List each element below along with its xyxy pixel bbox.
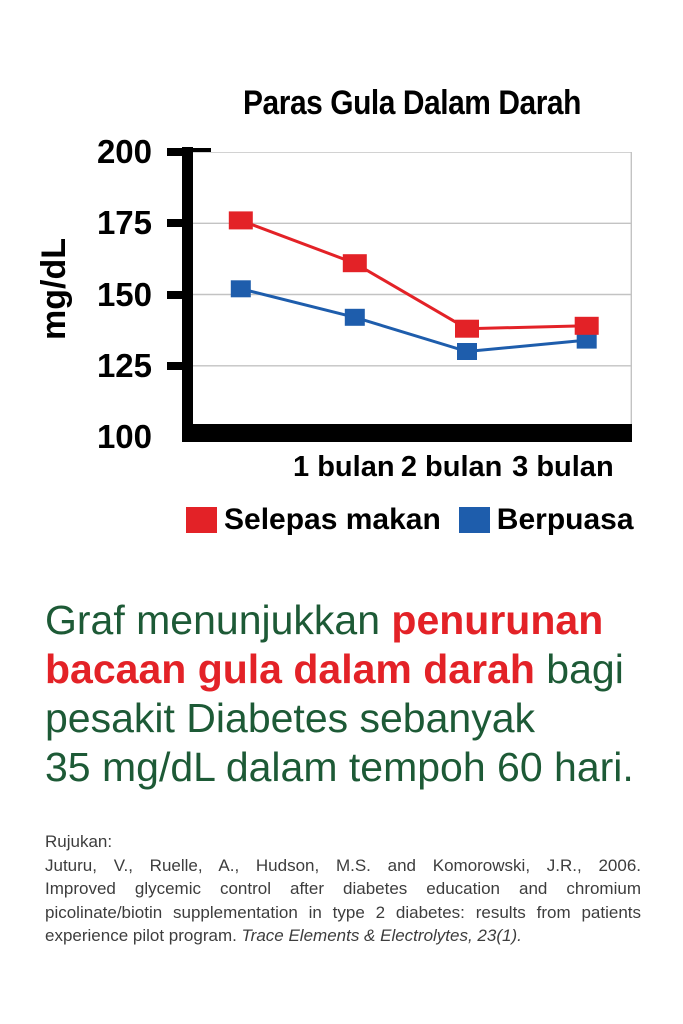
y-axis-line bbox=[182, 147, 193, 437]
text-line: pesakit Diabetes sebanyak bbox=[45, 694, 655, 743]
y-tick-label-125: 125 bbox=[96, 346, 152, 384]
text-segment: Trace Elements & Electrolytes, 23(1). bbox=[241, 926, 522, 945]
series-marker-0 bbox=[228, 211, 253, 230]
legend-label-selepas-makan: Selepas makan bbox=[224, 503, 441, 536]
text-segment: Juturu, V., Ruelle, A., Hudson, M.S. and… bbox=[45, 855, 641, 875]
text-segment: 35 mg/dL dalam tempoh 60 hari. bbox=[45, 744, 634, 790]
plot-area bbox=[192, 152, 632, 437]
text-line: experience pilot program. Trace Elements… bbox=[45, 924, 641, 948]
series-marker-0 bbox=[342, 254, 367, 273]
text-segment: pesakit Diabetes sebanyak bbox=[45, 695, 536, 741]
y-tick-label-150: 150 bbox=[96, 275, 152, 313]
text-segment: bacaan gula dalam darah bbox=[45, 646, 535, 692]
text-segment: bagi bbox=[534, 646, 624, 692]
chart-title-text: Paras Gula Dalam Darah bbox=[243, 84, 581, 122]
text-line: 35 mg/dL dalam tempoh 60 hari. bbox=[45, 743, 655, 792]
text-segment: experience pilot program. bbox=[45, 926, 242, 945]
reference-label: Rujukan: bbox=[45, 832, 113, 851]
legend-swatch-selepas-makan bbox=[186, 507, 217, 533]
series-marker-1 bbox=[576, 331, 597, 349]
y-tick-label-175: 175 bbox=[96, 204, 152, 242]
text-line: bacaan gula dalam darah bagi bbox=[45, 645, 655, 694]
text-line: Juturu, V., Ruelle, A., Hudson, M.S. and… bbox=[45, 854, 641, 878]
series-marker-1 bbox=[457, 343, 477, 360]
y-tick-label-200: 200 bbox=[96, 133, 152, 170]
reference: Rujukan: Juturu, V., Ruelle, A., Hudson,… bbox=[45, 830, 641, 948]
series-line-1 bbox=[240, 287, 587, 354]
chart-title: Paras Gula Dalam Darah bbox=[192, 82, 632, 124]
text-segment: Improved glycemic control after diabetes… bbox=[45, 879, 641, 898]
caption: Graf menunjukkan penurunan bacaan gula da… bbox=[45, 596, 655, 792]
text-segment: picolinate/biotin supplementation in typ… bbox=[45, 902, 641, 922]
series-marker-1 bbox=[230, 280, 251, 298]
series-line-0 bbox=[240, 218, 587, 331]
text-segment: Graf menunjukkan bbox=[45, 597, 392, 643]
x-axis-label-3: 3 bulan bbox=[512, 451, 614, 483]
text-line: picolinate/biotin supplementation in typ… bbox=[45, 901, 641, 925]
chart-legend: Selepas makan Berpuasa bbox=[186, 503, 652, 537]
legend-label-berpuasa: Berpuasa bbox=[496, 503, 634, 536]
reference-body: Juturu, V., Ruelle, A., Hudson, M.S. and… bbox=[45, 854, 641, 948]
y-tick-label-100: 100 bbox=[96, 418, 152, 455]
text-line: Graf menunjukkan penurunan bbox=[45, 596, 655, 645]
series-marker-0 bbox=[574, 316, 599, 335]
x-axis-label-2: 2 bulan bbox=[400, 451, 503, 483]
text-line: Improved glycemic control after diabetes… bbox=[45, 877, 641, 901]
series-marker-0 bbox=[455, 319, 479, 338]
text-segment: penurunan bbox=[391, 597, 604, 643]
legend-swatch-berpuasa bbox=[458, 507, 490, 533]
x-axis-line bbox=[182, 424, 632, 442]
series-marker-1 bbox=[344, 308, 365, 326]
x-axis-label-1: 1 bulan bbox=[293, 451, 395, 483]
